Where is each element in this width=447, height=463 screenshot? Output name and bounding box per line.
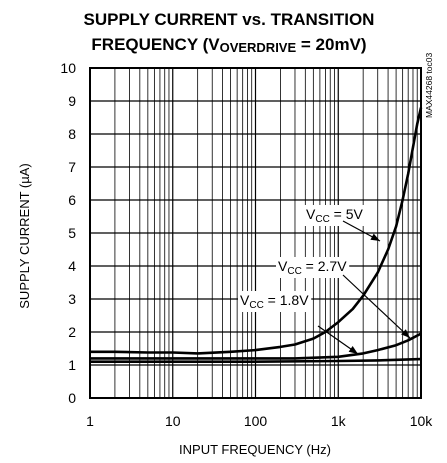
plot-frame [89, 67, 422, 399]
series-label-background [276, 257, 350, 278]
series-label-background [238, 291, 312, 312]
y-tick-label: 10 [60, 60, 76, 76]
y-tick-label: 1 [68, 357, 76, 373]
y-tick-label: 8 [68, 126, 76, 142]
series-label-background [304, 205, 366, 226]
annotation-arrow-head [401, 329, 410, 338]
series-label-2: VCC = 2.7V [276, 257, 411, 339]
x-tick-label: 10k [410, 413, 434, 429]
series-line-3 [90, 357, 422, 363]
series-line-2 [90, 332, 422, 360]
y-tick-label: 7 [68, 159, 76, 175]
series-label-text: VCC = 1.8V [240, 292, 309, 311]
x-axis-label: INPUT FREQUENCY (Hz) [179, 442, 331, 457]
series-lines [90, 107, 423, 363]
series-label-text: VCC = 2.7V [278, 258, 347, 277]
y-tick-label: 5 [68, 225, 76, 241]
y-tick-label: 0 [68, 390, 76, 406]
series-label-1: VCC = 5V [304, 205, 381, 242]
y-tick-label: 9 [68, 93, 76, 109]
annotation-arrow-line [342, 274, 411, 339]
series-label-text: VCC = 5V [306, 206, 364, 225]
x-tick-label: 1 [86, 413, 94, 429]
side-code-label: MAX44268 toc03 [424, 53, 434, 118]
x-tick-label: 1k [331, 413, 347, 429]
y-tick-label: 2 [68, 324, 76, 340]
y-tick-label: 4 [68, 258, 76, 274]
x-tick-label: 10 [165, 413, 181, 429]
series-line-1 [90, 107, 423, 355]
annotation-arrow-head [348, 345, 358, 354]
y-tick-label: 6 [68, 192, 76, 208]
grid [89, 67, 422, 399]
y-axis-label: SUPPLY CURRENT (µA) [17, 163, 32, 308]
series-label-3: VCC = 1.8V [238, 291, 359, 355]
chart-title-line1: SUPPLY CURRENT vs. TRANSITION [84, 10, 375, 29]
series-annotations: VCC = 5V VCC = 2.7V VCC = 1.8V [238, 205, 411, 355]
chart-title-line2: FREQUENCY (VOVERDRIVE = 20mV) [91, 35, 366, 55]
x-tick-label: 100 [244, 413, 268, 429]
y-tick-label: 3 [68, 291, 76, 307]
annotation-arrow-head [370, 233, 380, 241]
